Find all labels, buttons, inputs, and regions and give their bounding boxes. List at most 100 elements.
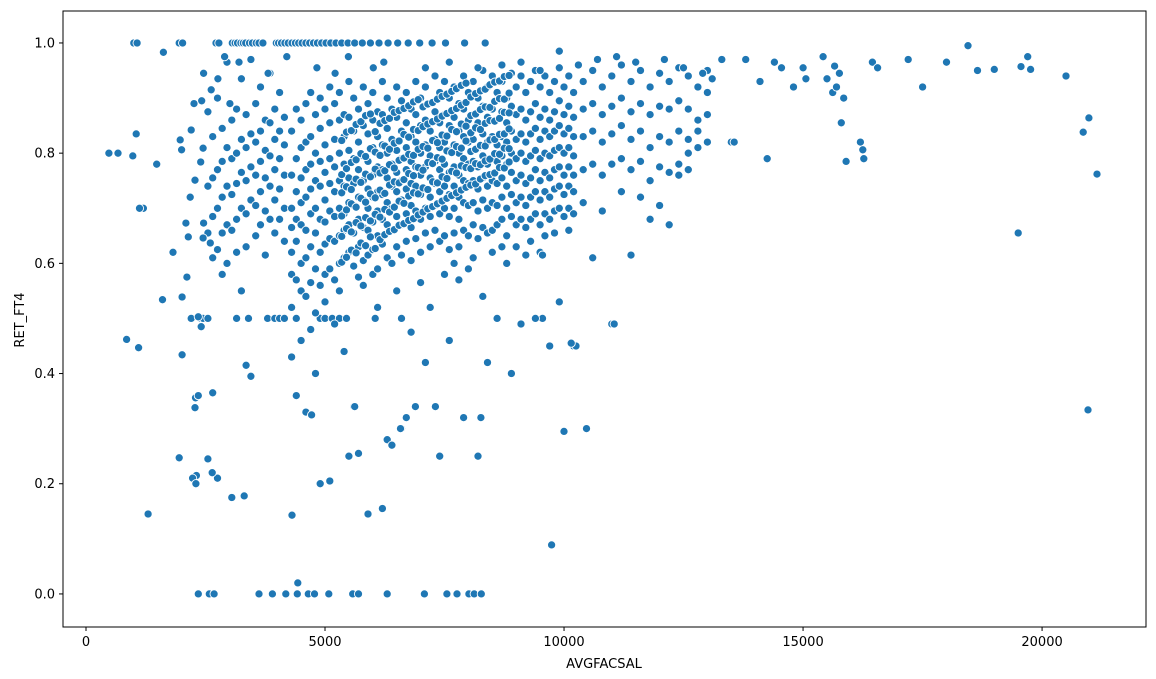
data-point <box>415 38 425 48</box>
data-point <box>396 313 407 323</box>
data-point <box>241 242 251 252</box>
data-point <box>279 313 289 323</box>
data-point <box>693 82 703 92</box>
data-point <box>241 360 251 370</box>
data-point <box>392 286 402 296</box>
data-point <box>380 166 390 176</box>
data-point <box>540 231 550 241</box>
data-point <box>655 132 665 142</box>
data-point <box>370 193 380 203</box>
data-point <box>310 228 321 238</box>
data-point <box>265 151 275 161</box>
data-point <box>178 38 188 48</box>
data-point <box>246 54 256 65</box>
data-point <box>275 87 285 98</box>
data-point <box>423 184 433 195</box>
data-point <box>526 76 536 87</box>
data-point <box>1061 71 1071 81</box>
data-point <box>193 312 203 322</box>
data-point <box>430 402 440 412</box>
data-point <box>358 280 368 290</box>
data-point <box>588 65 598 76</box>
data-point <box>203 313 213 323</box>
y-axis-label: RET_FT4 <box>13 292 28 347</box>
data-point <box>569 170 579 180</box>
data-point <box>281 589 291 599</box>
data-point <box>444 335 454 346</box>
data-point <box>607 159 617 169</box>
data-point <box>182 272 192 282</box>
data-point <box>351 202 361 212</box>
data-point <box>346 184 356 195</box>
data-point <box>655 68 665 78</box>
data-point <box>416 278 426 288</box>
data-point <box>157 295 168 305</box>
data-point <box>236 167 246 177</box>
data-point <box>578 132 588 142</box>
data-point <box>222 181 232 191</box>
data-point <box>287 222 297 233</box>
data-point <box>357 38 367 48</box>
data-point <box>564 71 574 81</box>
data-point <box>358 82 368 92</box>
data-point <box>315 479 325 489</box>
data-point <box>497 173 507 183</box>
data-point <box>353 104 364 114</box>
data-point <box>287 247 297 257</box>
data-point <box>463 264 473 274</box>
data-point <box>306 324 316 335</box>
data-point <box>203 454 213 464</box>
data-point <box>306 184 316 194</box>
data-point <box>674 159 684 169</box>
data-point <box>387 440 397 450</box>
points-layer <box>104 38 1102 599</box>
data-point <box>506 211 516 222</box>
data-point <box>243 313 254 323</box>
data-point <box>423 143 433 153</box>
data-point <box>447 148 457 158</box>
data-point <box>287 170 297 180</box>
data-point <box>798 63 808 73</box>
data-point <box>225 99 235 109</box>
data-point <box>291 236 301 246</box>
data-point <box>559 211 569 222</box>
data-point <box>387 258 397 268</box>
data-point <box>190 403 200 413</box>
data-point <box>1023 52 1033 62</box>
data-point <box>918 82 928 92</box>
data-point <box>310 110 321 120</box>
data-point <box>241 176 251 186</box>
data-point <box>246 162 256 172</box>
data-point <box>214 38 224 48</box>
data-point <box>549 76 560 87</box>
data-point <box>296 173 306 183</box>
data-point <box>554 63 564 73</box>
data-point <box>315 181 325 191</box>
data-point <box>353 448 364 458</box>
data-point <box>401 236 411 246</box>
data-point <box>963 41 973 51</box>
data-point <box>339 346 349 357</box>
data-point <box>198 143 208 153</box>
data-point <box>554 297 564 307</box>
x-tick-label: 0 <box>82 635 90 650</box>
data-point <box>631 57 641 67</box>
data-point <box>255 220 266 230</box>
data-point <box>310 264 321 274</box>
data-point <box>439 76 450 87</box>
data-point <box>241 209 251 219</box>
data-point <box>480 38 490 48</box>
x-tick-label: 5000 <box>308 635 341 650</box>
data-point <box>325 118 335 128</box>
data-point <box>468 220 478 230</box>
data-point <box>480 141 490 151</box>
data-point <box>337 231 347 241</box>
data-point <box>408 150 419 160</box>
data-point <box>337 211 347 221</box>
data-point <box>702 110 712 120</box>
data-point <box>502 203 512 213</box>
data-point <box>545 341 555 351</box>
data-point <box>344 451 354 461</box>
data-point <box>554 46 564 56</box>
